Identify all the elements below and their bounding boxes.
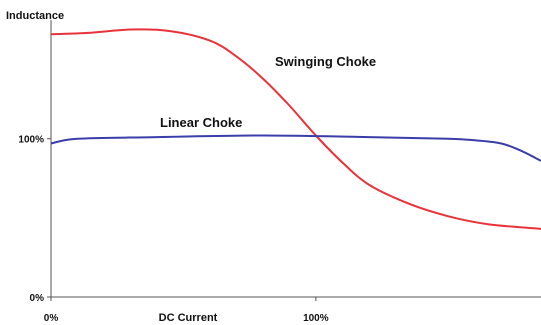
series-line-linear-choke [50,134,541,162]
series-line-swinging-choke [50,28,541,230]
y-axis-label: Inductance [6,10,64,22]
x-tick-label: 0% [44,313,59,324]
series-label-swinging-choke: Swinging Choke [275,54,376,69]
series-layer [50,28,541,230]
x-tick-label: 100% [303,313,329,324]
series-label-linear-choke: Linear Choke [160,115,242,130]
x-axis-label: DC Current [159,312,218,324]
tick-marks: 0% 100% 0% 100% [18,135,328,324]
y-tick-label: 0% [30,293,45,304]
y-tick-label: 100% [18,135,44,146]
